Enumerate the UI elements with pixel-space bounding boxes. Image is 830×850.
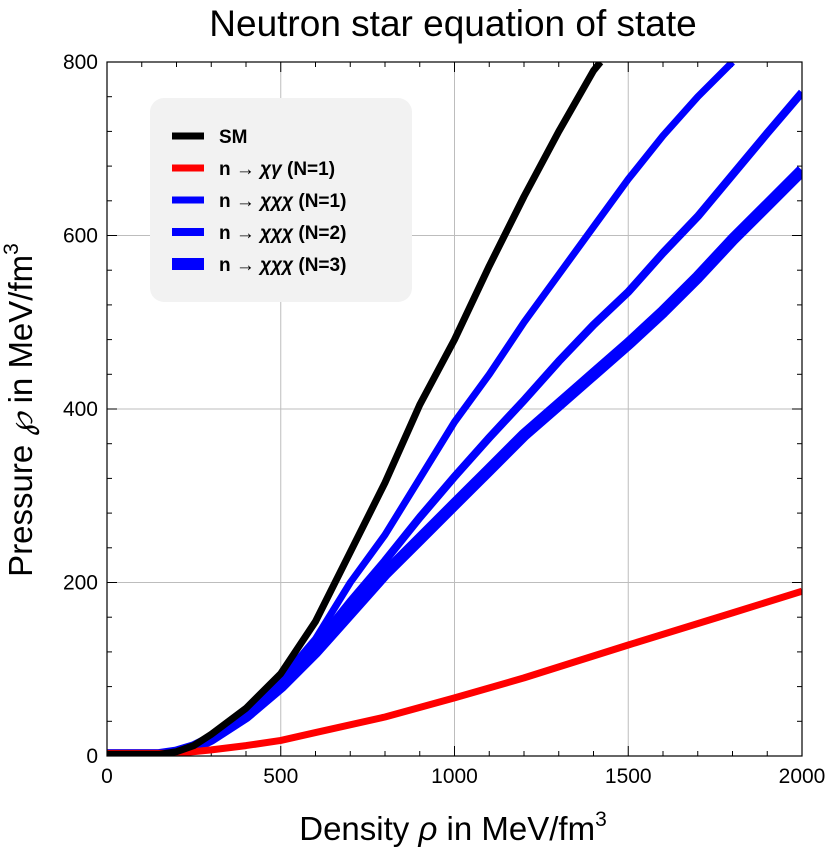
- y-axis-label-sup: 3: [0, 243, 23, 255]
- legend-entry-symbol: χχχ: [258, 191, 294, 212]
- legend-entry-main: n →: [219, 159, 260, 180]
- ticks: [106, 61, 803, 757]
- legend-entry: n → χγ (N=1): [219, 159, 335, 180]
- x-axis-label-sup: 3: [595, 808, 607, 831]
- x-tick-label: 500: [263, 765, 298, 788]
- y-axis-label-rest: in MeV/fm: [2, 255, 39, 413]
- y-axis-label-symbol: ℘: [2, 411, 40, 436]
- legend-entry: n → χχχ (N=1): [219, 191, 346, 212]
- x-axis-label-symbol: ρ: [417, 810, 437, 847]
- legend-entry-suffix: (N=1): [293, 191, 346, 212]
- y-tick-label: 800: [63, 51, 98, 74]
- x-tick-label: 0: [101, 765, 113, 788]
- y-axis-label-main: Pressure: [2, 436, 39, 577]
- legend-entry-suffix: (N=3): [293, 255, 346, 276]
- legend-entry-main: n →: [219, 191, 260, 212]
- series-line-1: [107, 587, 802, 756]
- x-axis-label-rest: in MeV/fm: [437, 810, 595, 847]
- series-group: [107, 62, 802, 756]
- legend-entry-suffix: (N=2): [293, 223, 346, 244]
- y-axis-label: Pressure ℘ in MeV/fm3: [0, 243, 40, 577]
- legend-entry-suffix: (N=1): [282, 159, 335, 180]
- legend: SMn → χγ (N=1)n → χχχ (N=1)n → χχχ (N=2)…: [150, 98, 412, 302]
- legend-entry-symbol: χγ: [258, 159, 283, 180]
- legend-entry: n → χχχ (N=3): [219, 255, 346, 276]
- legend-box: [150, 98, 412, 302]
- tick-labels: 0 500 1000 1500 2000 0 200 400 600 800: [63, 51, 825, 788]
- legend-entry-symbol: χχχ: [258, 255, 294, 276]
- legend-entry-main: n →: [219, 255, 260, 276]
- x-tick-label: 1500: [605, 765, 652, 788]
- x-tick-label: 2000: [779, 765, 826, 788]
- legend-entry-symbol: χχχ: [258, 223, 294, 244]
- plot-frame: [106, 61, 803, 757]
- legend-entry-main: n →: [219, 223, 260, 244]
- y-tick-label: 400: [63, 398, 98, 421]
- y-tick-label: 0: [86, 745, 98, 768]
- x-axis-label-main: Density: [299, 810, 418, 847]
- legend-entry-main: SM: [219, 127, 248, 148]
- y-tick-label: 600: [63, 225, 98, 248]
- legend-entry: SM: [219, 127, 248, 148]
- y-tick-label: 200: [63, 572, 98, 595]
- series-line-0: [107, 62, 604, 756]
- x-axis-label: Density ρ in MeV/fm3: [299, 808, 607, 847]
- legend-entry: n → χχχ (N=2): [219, 223, 346, 244]
- x-tick-label: 1000: [431, 765, 478, 788]
- chart-title: Neutron star equation of state: [209, 3, 696, 44]
